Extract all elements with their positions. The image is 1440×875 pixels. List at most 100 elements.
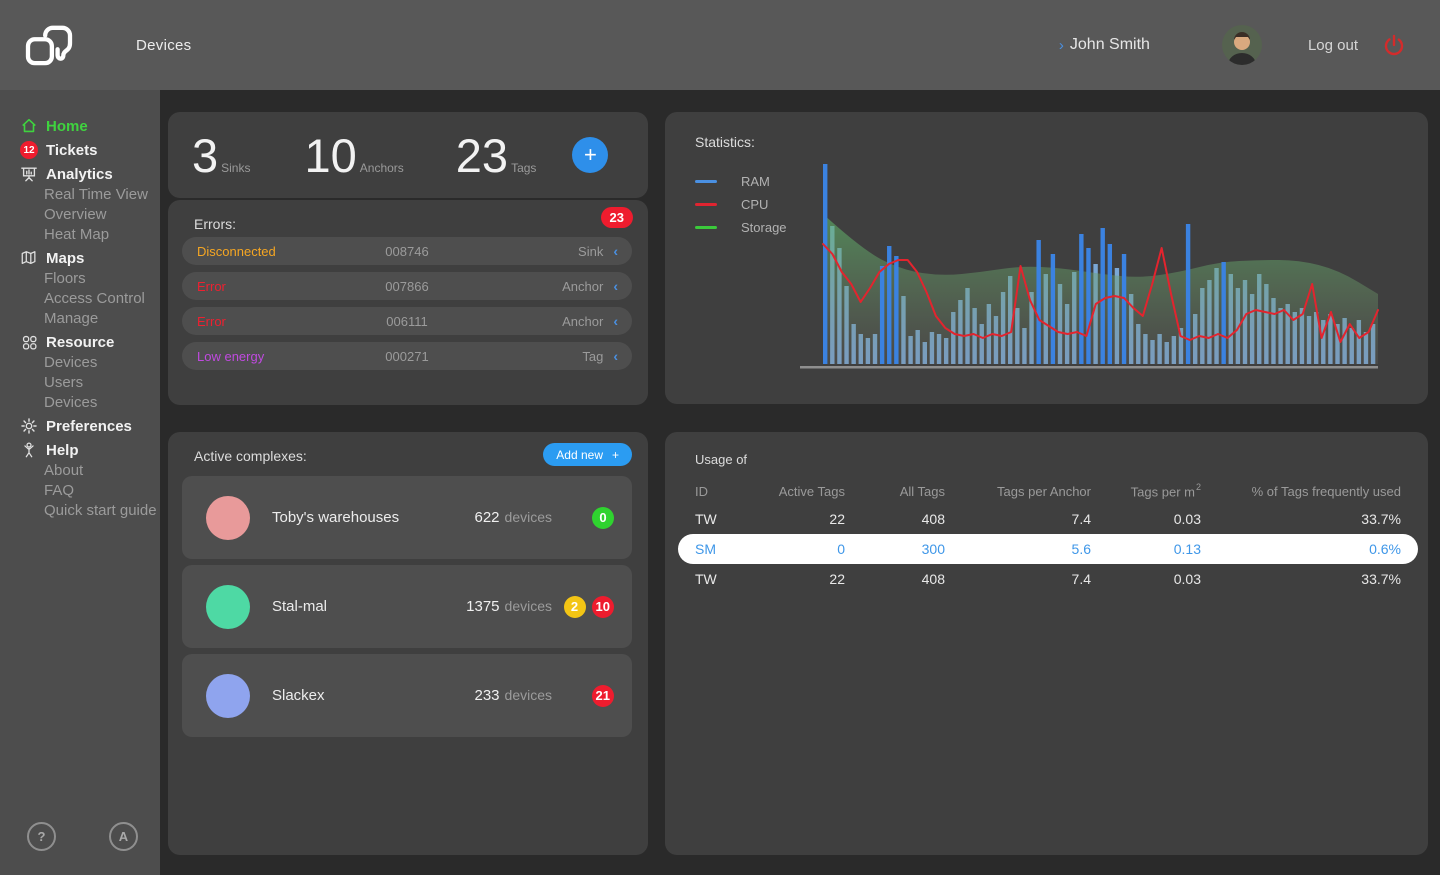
usage-table: ID Active Tags All Tags Tags per Anchor … bbox=[678, 478, 1418, 594]
app-logo-icon bbox=[25, 25, 73, 66]
error-row[interactable]: Error 006111 Anchor ‹ bbox=[182, 307, 632, 335]
sidebar-item-users[interactable]: Users bbox=[44, 373, 84, 391]
col-active-tags: Active Tags bbox=[778, 483, 845, 499]
sidebar-footer: ? A bbox=[0, 822, 160, 851]
home-icon bbox=[20, 117, 38, 135]
statistics-card: Statistics: RAM CPU Storage bbox=[665, 112, 1428, 404]
gear-icon bbox=[20, 417, 38, 435]
complex-avatar bbox=[206, 673, 250, 718]
errors-title: Errors: bbox=[194, 216, 236, 232]
user-avatar[interactable] bbox=[1221, 25, 1262, 65]
error-device-type: Sink bbox=[578, 243, 604, 259]
error-row[interactable]: Low energy 000271 Tag ‹ bbox=[182, 342, 632, 370]
sidebar-item-label: Resource bbox=[46, 333, 115, 351]
col-id: ID bbox=[695, 483, 708, 499]
add-new-button[interactable]: Add new + bbox=[543, 443, 632, 466]
sidebar-item-floors[interactable]: Floors bbox=[44, 269, 86, 287]
user-name[interactable]: John Smith bbox=[1069, 36, 1150, 53]
error-device-id: 000271 bbox=[385, 348, 429, 364]
complex-name: Toby's warehouses bbox=[272, 509, 400, 526]
main-content: 3 Sinks 10 Anchors 23 Tags + Errors: 23 bbox=[160, 90, 1440, 875]
chevron-icon[interactable]: ‹ bbox=[613, 313, 618, 329]
sinks-count: 3 bbox=[192, 128, 219, 182]
anchors-count: 10 bbox=[304, 128, 357, 182]
usage-title: Usage of bbox=[695, 452, 748, 467]
sidebar-item-label: Help bbox=[46, 441, 79, 459]
chevron-icon[interactable]: ‹ bbox=[613, 278, 618, 294]
complex-device-count: 233 devices bbox=[474, 687, 553, 704]
sidebar-item-label: Tickets bbox=[46, 141, 98, 159]
error-status: Error bbox=[197, 278, 226, 294]
sidebar-item-tickets[interactable]: 12 Tickets bbox=[0, 140, 160, 160]
person-icon bbox=[20, 441, 38, 459]
complex-row[interactable]: Stal-mal 1375 devices 2 10 bbox=[182, 565, 632, 648]
logout-button[interactable]: Log out bbox=[1307, 36, 1358, 54]
sidebar-item-about[interactable]: About bbox=[44, 461, 84, 479]
storage-swatch-icon bbox=[695, 225, 717, 229]
sidebar-item-quick-start-guide[interactable]: Quick start guide bbox=[44, 501, 157, 519]
add-device-button[interactable]: + bbox=[572, 137, 609, 173]
error-status: Disconnected bbox=[197, 243, 276, 259]
page-title: Devices bbox=[136, 36, 192, 54]
legend-item-ram: RAM bbox=[695, 174, 787, 189]
grid-icon bbox=[20, 333, 38, 351]
help-circle-icon[interactable]: ? bbox=[27, 822, 56, 851]
sidebar-item-devices-2[interactable]: Devices bbox=[44, 393, 98, 411]
topbar: Devices › John Smith Log out bbox=[0, 0, 1440, 90]
error-status: Error bbox=[197, 313, 226, 329]
error-device-id: 008746 bbox=[385, 243, 429, 259]
sidebar-item-manage[interactable]: Manage bbox=[44, 309, 99, 327]
sidebar-item-real-time-view[interactable]: Real Time View bbox=[44, 185, 148, 203]
col-all-tags: All Tags bbox=[899, 483, 945, 499]
tags-count: 23 bbox=[455, 128, 509, 182]
power-icon[interactable] bbox=[1382, 33, 1406, 57]
sidebar-item-resource[interactable]: Resource bbox=[0, 332, 160, 352]
sidebar-item-analytics[interactable]: Analytics bbox=[0, 164, 160, 184]
accessibility-icon[interactable]: A bbox=[109, 822, 138, 851]
chevron-icon[interactable]: ‹ bbox=[613, 243, 618, 259]
complex-device-count: 622 devices bbox=[474, 509, 553, 526]
sidebar-item-overview[interactable]: Overview bbox=[44, 205, 107, 223]
active-complexes-card: Active complexes: Add new + Toby's wareh… bbox=[168, 432, 648, 855]
sidebar-item-heat-map[interactable]: Heat Map bbox=[44, 225, 110, 243]
sidebar-item-maps[interactable]: Maps bbox=[0, 248, 160, 268]
counter-sinks: 3 Sinks bbox=[192, 128, 250, 183]
sidebar-item-faq[interactable]: FAQ bbox=[44, 481, 75, 499]
status-badge-error: 10 bbox=[591, 595, 614, 618]
status-badge-warning: 2 bbox=[563, 595, 586, 618]
usage-row[interactable]: TW 22 408 7.4 0.03 33.7% bbox=[695, 511, 1401, 527]
sidebar-item-label: Analytics bbox=[46, 165, 113, 183]
status-badge-error: 21 bbox=[591, 684, 614, 707]
col-tags-per-m2: Tags per m2 bbox=[1130, 481, 1201, 500]
user-chevron-icon: › bbox=[1058, 36, 1064, 54]
topbar-right: › John Smith Log out bbox=[1059, 25, 1406, 65]
error-device-type: Anchor bbox=[562, 278, 604, 294]
error-device-type: Anchor bbox=[562, 313, 604, 329]
error-status: Low energy bbox=[197, 348, 265, 364]
error-row[interactable]: Error 007866 Anchor ‹ bbox=[182, 272, 632, 300]
sidebar-item-preferences[interactable]: Preferences bbox=[0, 416, 160, 436]
sidebar-item-devices-1[interactable]: Devices bbox=[44, 353, 98, 371]
complex-device-count: 1375 devices bbox=[466, 598, 552, 615]
complexes-title: Active complexes: bbox=[194, 448, 307, 464]
usage-card: Usage of ID Active Tags All Tags Tags pe… bbox=[665, 432, 1428, 855]
error-row[interactable]: Disconnected 008746 Sink ‹ bbox=[182, 237, 632, 265]
usage-row[interactable]: TW 22 408 7.4 0.03 33.7% bbox=[695, 571, 1401, 587]
complex-name: Stal-mal bbox=[272, 598, 328, 615]
statistics-chart bbox=[798, 156, 1390, 376]
sidebar-item-home[interactable]: Home bbox=[0, 116, 160, 136]
complex-row[interactable]: Slackex 233 devices 21 bbox=[182, 654, 632, 737]
sidebar-item-help[interactable]: Help bbox=[0, 440, 160, 460]
counter-tags: 23 Tags bbox=[456, 128, 537, 183]
sidebar-item-label: Maps bbox=[46, 249, 85, 267]
device-counters-card: 3 Sinks 10 Anchors 23 Tags + bbox=[168, 112, 648, 198]
sidebar-item-access-control[interactable]: Access Control bbox=[44, 289, 145, 307]
usage-row-selected[interactable]: SM 0 300 5.6 0.13 0.6% bbox=[678, 534, 1418, 564]
cpu-swatch-icon bbox=[695, 202, 717, 206]
errors-count-badge: 23 bbox=[600, 207, 633, 228]
complex-row[interactable]: Toby's warehouses 622 devices 0 bbox=[182, 476, 632, 559]
chevron-icon[interactable]: ‹ bbox=[613, 348, 618, 364]
analytics-icon bbox=[20, 165, 38, 183]
complex-name: Slackex bbox=[272, 687, 325, 704]
chart-legend: RAM CPU Storage bbox=[695, 174, 787, 243]
